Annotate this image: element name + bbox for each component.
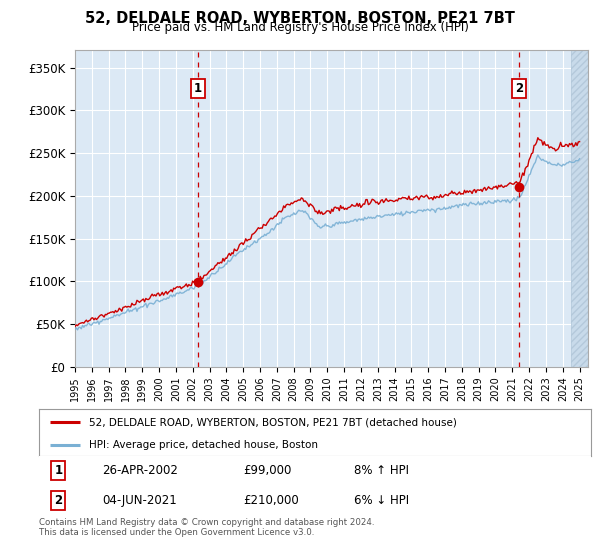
Text: 6% ↓ HPI: 6% ↓ HPI bbox=[353, 493, 409, 507]
Text: £99,000: £99,000 bbox=[243, 464, 292, 477]
Text: 8% ↑ HPI: 8% ↑ HPI bbox=[353, 464, 409, 477]
Text: 1: 1 bbox=[194, 82, 202, 95]
Bar bbox=[571, 50, 588, 367]
Bar bbox=[571, 50, 588, 367]
Text: HPI: Average price, detached house, Boston: HPI: Average price, detached house, Bost… bbox=[89, 440, 317, 450]
Text: 52, DELDALE ROAD, WYBERTON, BOSTON, PE21 7BT: 52, DELDALE ROAD, WYBERTON, BOSTON, PE21… bbox=[85, 11, 515, 26]
Text: Contains HM Land Registry data © Crown copyright and database right 2024.
This d: Contains HM Land Registry data © Crown c… bbox=[39, 518, 374, 538]
Text: 52, DELDALE ROAD, WYBERTON, BOSTON, PE21 7BT (detached house): 52, DELDALE ROAD, WYBERTON, BOSTON, PE21… bbox=[89, 417, 457, 427]
Text: 2: 2 bbox=[515, 82, 523, 95]
Text: 04-JUN-2021: 04-JUN-2021 bbox=[103, 493, 177, 507]
Text: 2: 2 bbox=[54, 493, 62, 507]
Text: Price paid vs. HM Land Registry's House Price Index (HPI): Price paid vs. HM Land Registry's House … bbox=[131, 21, 469, 34]
Text: 1: 1 bbox=[54, 464, 62, 477]
Text: 26-APR-2002: 26-APR-2002 bbox=[103, 464, 178, 477]
Text: £210,000: £210,000 bbox=[243, 493, 299, 507]
